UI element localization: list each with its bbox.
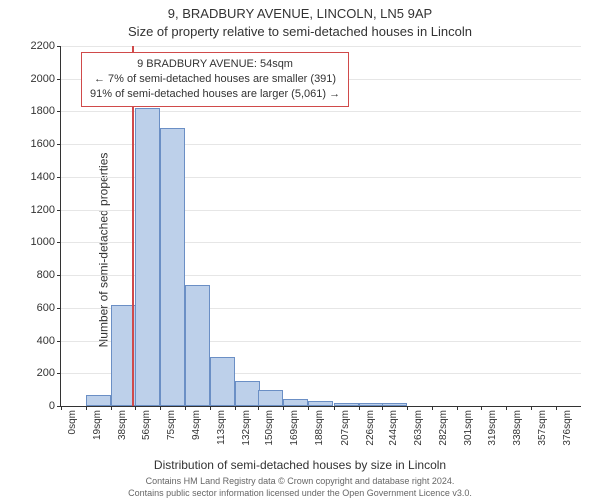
xtick-mark <box>160 406 161 410</box>
histogram-bar <box>359 403 384 406</box>
xtick-mark <box>185 406 186 410</box>
xtick-mark <box>382 406 383 410</box>
callout-line-3: 91% of semi-detached houses are larger (… <box>90 87 340 102</box>
histogram-bar <box>334 403 359 406</box>
xtick-label: 38sqm <box>117 410 128 440</box>
ytick-label: 800 <box>37 269 61 281</box>
xtick-mark <box>308 406 309 410</box>
ytick-label: 1400 <box>31 171 61 183</box>
callout-box: 9 BRADBURY AVENUE: 54sqm ← 7% of semi-de… <box>81 52 349 107</box>
xtick-mark <box>556 406 557 410</box>
histogram-bar <box>185 285 210 406</box>
xtick-label: 56sqm <box>141 410 152 440</box>
histogram-bar <box>160 128 185 406</box>
xtick-label: 376sqm <box>562 410 573 446</box>
xtick-label: 319sqm <box>487 410 498 446</box>
xtick-mark <box>359 406 360 410</box>
xtick-mark <box>135 406 136 410</box>
xtick-mark <box>61 406 62 410</box>
ytick-label: 600 <box>37 302 61 314</box>
xtick-label: 75sqm <box>166 410 177 440</box>
xtick-mark <box>86 406 87 410</box>
xtick-mark <box>210 406 211 410</box>
xtick-label: 132sqm <box>241 410 252 446</box>
histogram-bar <box>258 390 283 406</box>
xtick-label: 282sqm <box>438 410 449 446</box>
chart-title-line2: Size of property relative to semi-detach… <box>0 24 600 39</box>
xtick-label: 301sqm <box>463 410 474 446</box>
xtick-mark <box>334 406 335 410</box>
xtick-label: 263sqm <box>413 410 424 446</box>
ytick-label: 200 <box>37 367 61 379</box>
histogram-bar <box>86 395 111 406</box>
xtick-mark <box>407 406 408 410</box>
xtick-label: 338sqm <box>512 410 523 446</box>
histogram-bar <box>308 401 333 406</box>
xtick-mark <box>111 406 112 410</box>
histogram-bar <box>210 357 235 406</box>
xtick-mark <box>506 406 507 410</box>
ytick-label: 2000 <box>31 73 61 85</box>
callout-line-1: 9 BRADBURY AVENUE: 54sqm <box>90 57 340 72</box>
histogram-bar <box>235 381 260 406</box>
gridline-h <box>61 46 581 47</box>
xtick-mark <box>258 406 259 410</box>
xtick-label: 244sqm <box>388 410 399 446</box>
xtick-mark <box>457 406 458 410</box>
xtick-label: 150sqm <box>264 410 275 446</box>
histogram-bar <box>382 403 407 406</box>
footer-line-2: Contains public sector information licen… <box>0 488 600 498</box>
ytick-label: 0 <box>49 400 61 412</box>
ytick-label: 2200 <box>31 40 61 52</box>
xtick-label: 0sqm <box>67 410 78 434</box>
chart-title-line1: 9, BRADBURY AVENUE, LINCOLN, LN5 9AP <box>0 6 600 21</box>
xtick-label: 19sqm <box>92 410 103 440</box>
histogram-bar <box>283 399 308 406</box>
ytick-label: 1800 <box>31 105 61 117</box>
plot-area: 0200400600800100012001400160018002000220… <box>60 46 581 407</box>
xtick-mark <box>235 406 236 410</box>
ytick-label: 1000 <box>31 236 61 248</box>
xtick-label: 188sqm <box>314 410 325 446</box>
xtick-label: 357sqm <box>537 410 548 446</box>
x-axis-label: Distribution of semi-detached houses by … <box>0 458 600 472</box>
callout-line-2: ← 7% of semi-detached houses are smaller… <box>90 72 340 87</box>
xtick-mark <box>432 406 433 410</box>
xtick-label: 226sqm <box>365 410 376 446</box>
xtick-label: 207sqm <box>340 410 351 446</box>
xtick-label: 94sqm <box>191 410 202 440</box>
footer-line-1: Contains HM Land Registry data © Crown c… <box>0 476 600 486</box>
histogram-bar <box>135 108 160 406</box>
xtick-mark <box>531 406 532 410</box>
ytick-label: 1200 <box>31 204 61 216</box>
xtick-label: 113sqm <box>216 410 227 445</box>
ytick-label: 400 <box>37 335 61 347</box>
ytick-label: 1600 <box>31 138 61 150</box>
xtick-mark <box>481 406 482 410</box>
xtick-label: 169sqm <box>289 410 300 446</box>
xtick-mark <box>283 406 284 410</box>
